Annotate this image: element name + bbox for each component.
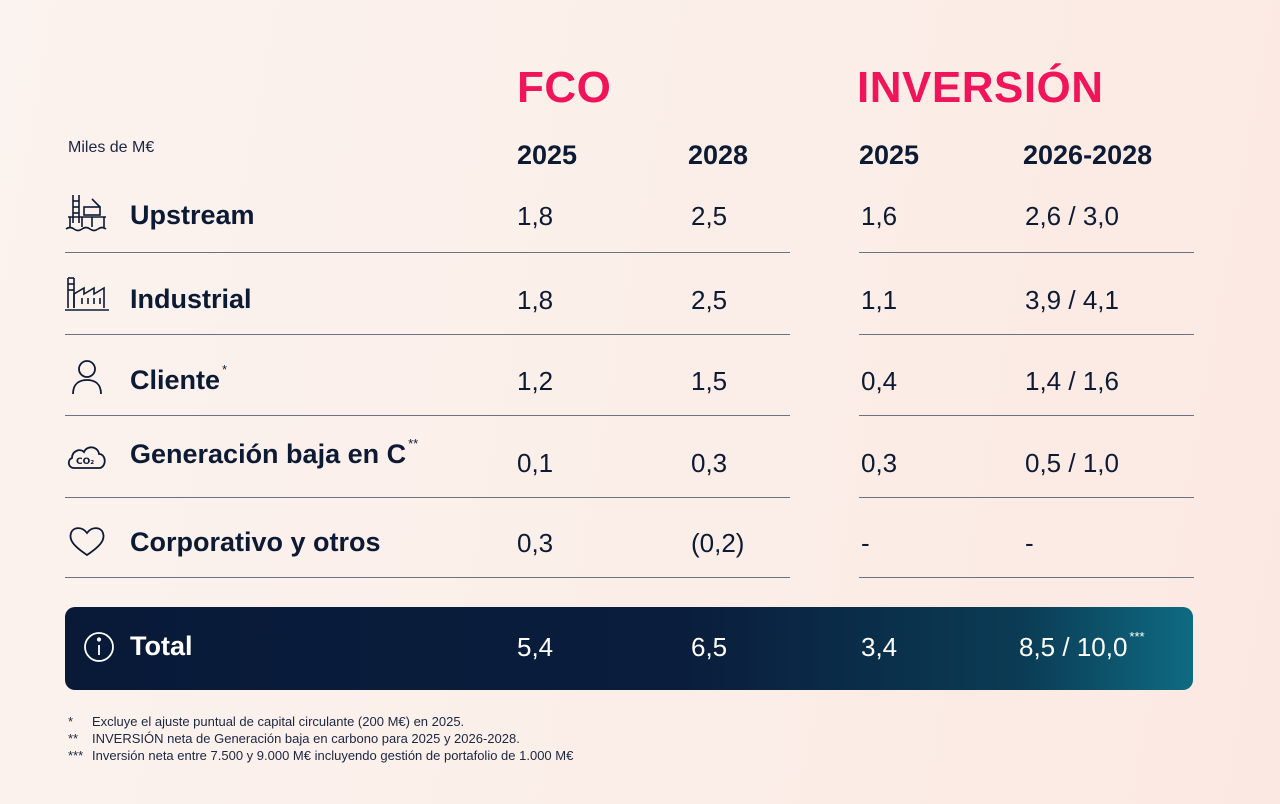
person-icon [64, 358, 110, 398]
row-footnote-mark: ** [408, 436, 419, 451]
footnote-3: *** Inversión neta entre 7.500 y 9.000 M€… [68, 748, 574, 763]
upstream-inv-2025: 1,6 [861, 201, 898, 231]
row-divider [859, 577, 1194, 578]
row-divider [65, 415, 790, 416]
generacion-inv-2025: 0,3 [861, 448, 898, 478]
row-divider [65, 497, 790, 498]
cliente-inv-2026-2028: 1,4 / 1,6 [1025, 366, 1119, 396]
generacion-fco-2028: 0,3 [691, 448, 728, 478]
generacion-inv-2026-2028: 0,5 / 1,0 [1025, 448, 1119, 478]
corporativo-inv-2025: - [861, 528, 870, 558]
row-label-generacion: Generación baja en C ** [130, 436, 419, 469]
row-divider [859, 415, 1194, 416]
row-label-corporativo: Corporativo y otros [130, 527, 381, 557]
inversion-title: INVERSIÓN [857, 63, 1104, 112]
footnote-2: ** INVERSIÓN neta de Generación baja en c… [68, 731, 520, 746]
row-label-cliente: Cliente * [130, 362, 228, 395]
total-bar [65, 607, 1193, 690]
units-label: Miles de M€ [68, 139, 155, 156]
row-divider [65, 252, 790, 253]
offshore-platform-icon [64, 193, 110, 233]
row-divider [859, 497, 1194, 498]
corporativo-fco-2025: 0,3 [517, 528, 554, 558]
corporativo-inv-2026-2028: - [1025, 528, 1034, 558]
inversion-year-2025: 2025 [859, 140, 920, 170]
fco-title: FCO [517, 63, 612, 112]
row-divider [65, 577, 790, 578]
total-fco-2028: 6,5 [691, 632, 728, 662]
info-icon[interactable] [76, 627, 122, 667]
industrial-inv-2025: 1,1 [861, 285, 898, 315]
upstream-fco-2028: 2,5 [691, 201, 728, 231]
row-label-industrial: Industrial [130, 284, 252, 314]
total-inv-2026-2028: 8,5 / 10,0 *** [1019, 629, 1145, 662]
total-fco-2025: 5,4 [517, 632, 554, 662]
upstream-inv-2026-2028: 2,6 / 3,0 [1025, 201, 1119, 231]
fco-year-2025: 2025 [517, 140, 578, 170]
heart-icon [64, 521, 110, 561]
total-label: Total [130, 631, 193, 661]
industrial-fco-2028: 2,5 [691, 285, 728, 315]
cliente-fco-2028: 1,5 [691, 366, 728, 396]
svg-text:CO₂: CO₂ [76, 457, 94, 467]
row-footnote-mark: * [222, 362, 228, 377]
row-label-upstream: Upstream [130, 200, 255, 230]
cliente-inv-2025: 0,4 [861, 366, 898, 396]
cliente-fco-2025: 1,2 [517, 366, 554, 396]
corporativo-fco-2028: (0,2) [691, 528, 745, 558]
industrial-inv-2026-2028: 3,9 / 4,1 [1025, 285, 1119, 315]
footnote-1: * Excluye el ajuste puntual de capital ci… [68, 714, 465, 729]
co2-cloud-icon: CO₂ [64, 436, 110, 476]
row-divider [859, 334, 1194, 335]
upstream-fco-2025: 1,8 [517, 201, 554, 231]
fco-year-2028: 2028 [688, 140, 749, 170]
industrial-fco-2025: 1,8 [517, 285, 554, 315]
generacion-fco-2025: 0,1 [517, 448, 554, 478]
total-inv-2025: 3,4 [861, 632, 898, 662]
row-divider [859, 252, 1194, 253]
factory-icon [64, 276, 110, 316]
inversion-year-2026-2028: 2026-2028 [1023, 140, 1153, 170]
row-divider [65, 334, 790, 335]
total-footnote-mark: *** [1129, 629, 1145, 644]
